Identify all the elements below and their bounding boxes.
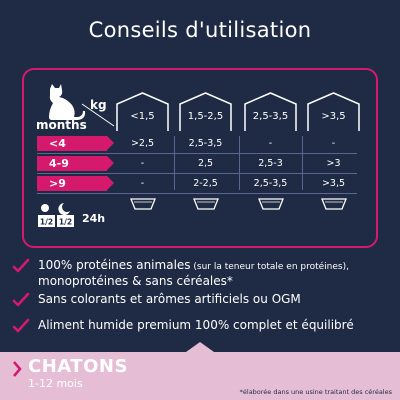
row-divider [37,193,357,194]
row-divider [37,153,357,154]
column-divider [239,136,240,190]
row-divider [37,173,357,174]
house-icon [179,92,232,131]
footer-notch [0,342,400,360]
checkmark-icon [12,292,30,307]
weight-column-3: 2,5-3,5 [243,92,298,132]
claim-note: (sur la teneur totale en protéines), [190,262,349,272]
claim-text: 100% protéines animales (sur la teneur t… [38,258,392,288]
weight-column-2: 1,5-2,5 [178,92,233,132]
weight-column-1: <1,5 [115,92,170,132]
claim-item: 100% protéines animales (sur la teneur t… [12,258,392,290]
sun-moon-icon: 1/2 1/2 [38,203,74,227]
weight-label: >3,5 [321,111,346,122]
age-range: 1-12 mois [28,377,83,390]
table-cell: - [140,178,145,189]
table-cell: - [140,158,145,169]
months-unit-label: months [36,118,87,132]
weight-column-4: >3,5 [306,92,361,132]
table-cell: >2,5 [130,138,155,149]
claim-item: Aliment humide premium 100% complet et é… [12,318,392,334]
house-icon [116,92,169,131]
portion-right: 1/2 [59,218,72,227]
claim-main: 100% protéines animales [38,258,191,272]
food-tray-icon [321,197,347,211]
food-tray-icon [258,197,284,211]
claim-text: Aliment humide premium 100% complet et é… [38,318,354,332]
table-cell: >3 [326,158,341,169]
checkmark-icon [12,258,30,273]
weight-label: <1,5 [130,111,155,122]
footer-band [0,352,400,400]
product-name: CHATONS [28,356,128,377]
age-row-label: >9 [37,176,114,191]
column-divider [302,136,303,190]
house-icon [307,92,360,131]
table-cell: - [331,138,336,149]
chevron-right-icon [13,361,22,377]
age-row-label: <4 [37,136,114,151]
claim-line2: monoprotéines & sans céréales* [38,274,233,288]
checkmark-icon [12,318,30,333]
page-title: Conseils d'utilisation [88,18,312,42]
table-cell: 2,5-3,5 [188,138,223,149]
table-cell: - [268,138,273,149]
house-icon [244,92,297,131]
table-cell: 2,5 [197,158,214,169]
kg-unit-label: kg [90,98,107,112]
table-cell: 2,5-3,5 [253,178,288,189]
weight-label: 1,5-2,5 [187,111,224,122]
age-row-label: 4-9 [37,156,114,171]
food-tray-icon [193,197,219,211]
column-divider [174,136,175,190]
header-diagonal [81,103,115,127]
portion-left: 1/2 [40,218,53,227]
table-cell: >3,5 [321,178,346,189]
footnote: *élaborée dans une usine traitant des cé… [239,388,392,396]
cat-silhouette-icon [49,84,86,120]
claim-text: Sans colorants et arômes artificiels ou … [38,292,301,306]
weight-label: 2,5-3,5 [252,111,289,122]
duration-label: 24h [82,212,106,225]
table-cell: 2-2,5 [193,178,218,189]
table-cell: 2,5-3 [258,158,283,169]
feeding-table-panel [22,68,378,248]
claim-item: Sans colorants et arômes artificiels ou … [12,292,392,308]
food-tray-icon [130,197,156,211]
